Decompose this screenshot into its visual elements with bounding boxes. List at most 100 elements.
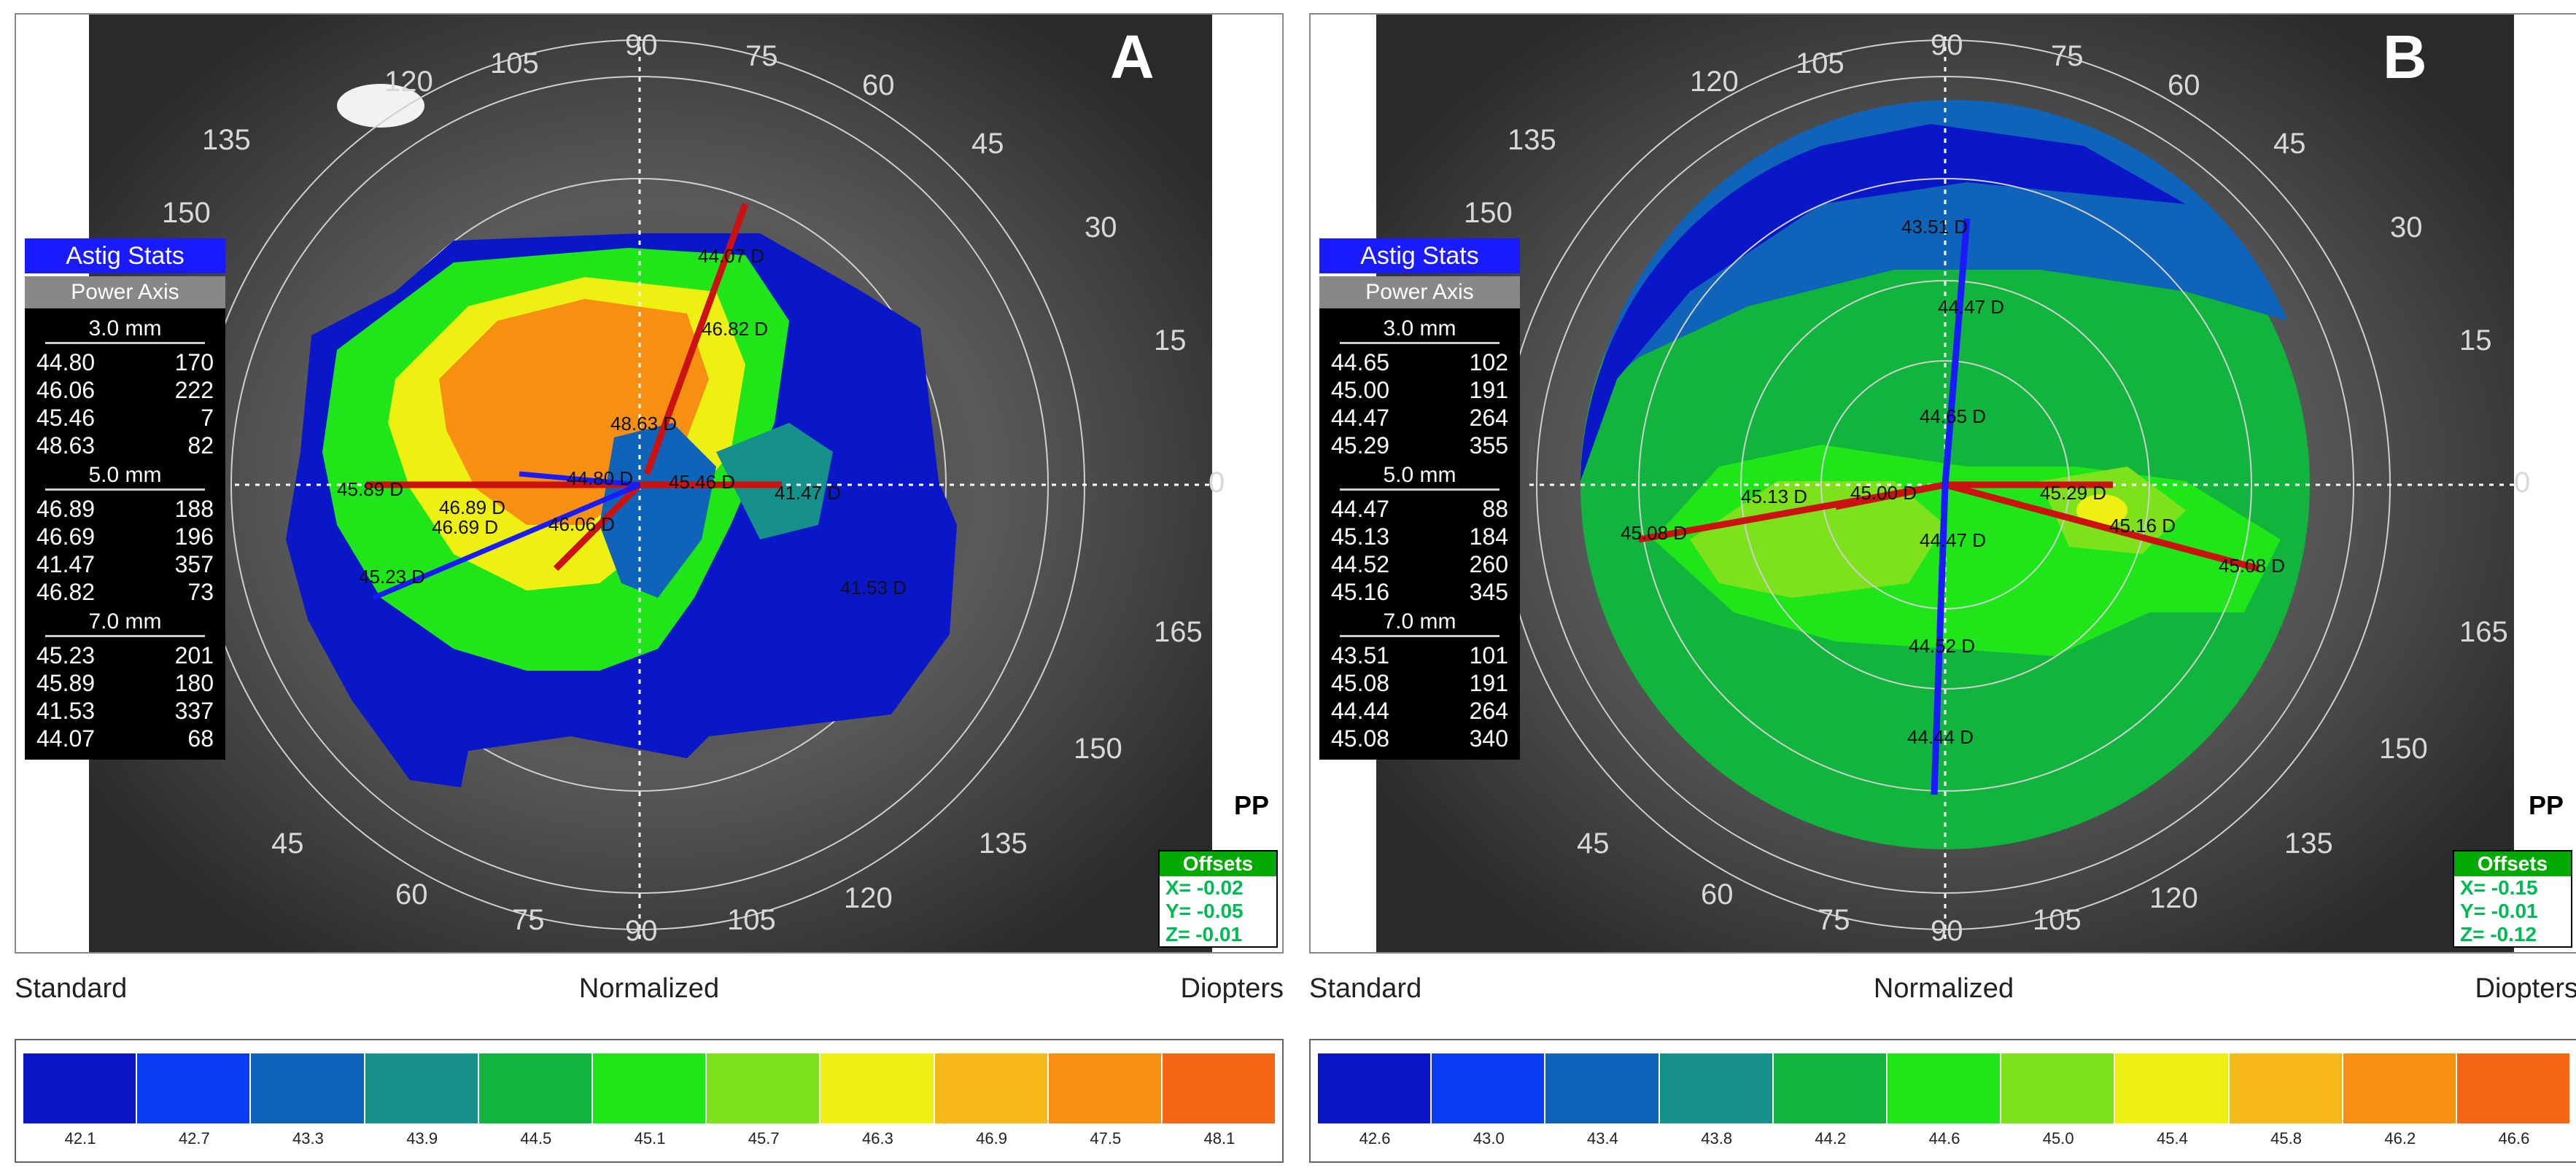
topography-image-a: 44.07 D 46.82 D 48.63 D 45.89 D 44.80 D … [15,13,1284,954]
color-scale-cell [2456,1053,2572,1123]
corneal-map-b: 43.51 D 44.47 D 44.65 D 45.13 D 45.00 D … [1311,15,2576,952]
stats-row: 44.52 260 [1331,551,1508,577]
color-scale: 42.1 42.7 43.3 43.9 44.5 45.1 45.7 46.3 … [15,1039,1284,1163]
degree-label: 150 [162,197,211,229]
scale-tick: 45.4 [2156,1129,2188,1147]
degree-label: 120 [844,882,893,914]
panel-b: 43.51 D 44.47 D 44.65 D 45.13 D 45.00 D … [1309,0,2576,1173]
degree-label: 105 [490,47,539,79]
stats-row: 41.47 357 [36,551,214,577]
degree-label: 60 [395,878,428,911]
degree-label: 75 [1817,904,1850,936]
color-scale-cell [1659,1053,1774,1123]
stats-row: 46.89 188 [36,496,214,522]
scale-tick: 45.7 [748,1129,780,1147]
scale-diopters-label: Diopters [2475,973,2576,1004]
scale-tick: 44.5 [520,1129,552,1147]
degree-label: 105 [727,904,776,936]
stats-header: Power Axis [25,276,225,308]
offsets-box: Offsets X= -0.02 Y= -0.05 Z= -0.01 [1158,850,1278,948]
scale-tick: 44.2 [1815,1129,1847,1147]
stats-row: 45.89 180 [36,670,214,696]
color-scale-cell [1773,1053,1888,1123]
stats-row: 46.69 196 [36,523,214,550]
degree-label: 120 [1690,66,1739,98]
offset-z: Z= -0.01 [1160,923,1276,946]
zone-label: 3.0 mm [45,316,205,344]
color-scale-cell [2343,1053,2457,1123]
corneal-map-a: 44.07 D 46.82 D 48.63 D 45.89 D 44.80 D … [16,15,1282,952]
stats-row: 45.08 340 [1331,725,1508,752]
map-label: 48.63 D [610,413,677,434]
color-scale-cell [2229,1053,2343,1123]
stats-title: Astig Stats [25,238,225,273]
scale-tick: 43.4 [1587,1129,1618,1147]
offset-x: X= -0.02 [1160,876,1276,900]
degree-label: 135 [979,827,1028,860]
degree-label: 90 [1931,29,1963,61]
scale-tick: 42.6 [1359,1129,1391,1147]
color-scale-cell [707,1053,821,1123]
stats-row: 45.46 7 [36,405,214,431]
color-scale-cell [23,1053,138,1123]
zone-label: 5.0 mm [45,462,205,491]
scale-tick: 42.1 [64,1129,96,1147]
color-scale-cell [2001,1053,2116,1123]
degree-label: 75 [745,40,778,72]
heat-map-a [286,233,957,787]
scale-tick: 46.9 [976,1129,1007,1147]
degree-label: 135 [1508,124,1556,156]
map-label: 45.08 D [2219,555,2285,577]
degree-label: 30 [1085,211,1117,243]
map-label: 44.65 D [1920,405,1986,427]
degree-label: 0 [1209,467,1225,499]
degree-label: 135 [2284,827,2333,860]
astig-axis-lines-blue [1931,218,1971,795]
degree-label: 30 [2390,211,2423,243]
stats-row: 45.29 355 [1331,432,1508,459]
degree-label: 120 [384,66,433,98]
map-label: 44.44 D [1907,726,1974,748]
panel-letter: B [2383,23,2427,91]
color-scale-cell [137,1053,252,1123]
stats-row: 46.06 222 [36,377,214,403]
map-label: 41.53 D [840,577,907,599]
map-label: 46.82 D [702,318,768,340]
map-label: 46.89 D [439,496,505,518]
astig-axis-lines-blue [372,471,641,601]
scale-standard-label: Standard [1309,973,1422,1004]
degree-label: 120 [2149,882,2198,914]
map-label: 45.08 D [1621,522,1687,544]
scale-tick: 45.0 [2042,1129,2074,1147]
offset-z: Z= -0.12 [2454,923,2571,946]
degree-label: 90 [625,29,658,61]
stats-row: 44.47 88 [1331,496,1508,522]
astig-stats-table: Astig Stats Power Axis 3.0 mm 44.65 102 4… [1319,238,1520,760]
scale-standard-label: Standard [15,973,128,1004]
color-scale-cell [1887,1053,2002,1123]
scale-labels: Standard Normalized Diopters [1309,973,2576,1017]
color-scale-cell [251,1053,365,1123]
color-scale: 42.6 43.0 43.4 43.8 44.2 44.6 45.0 45.4 … [1309,1039,2576,1163]
degree-label: 135 [202,124,251,156]
stats-header: Power Axis [1319,276,1520,308]
stats-row: 45.08 191 [1331,670,1508,696]
map-labels-a: 44.07 D 46.82 D 48.63 D 45.89 D 44.80 D … [337,245,907,599]
degree-label: 60 [2168,69,2200,101]
map-label: 46.06 D [548,513,615,535]
degree-label: 150 [1074,733,1122,765]
map-label: 45.00 D [1850,482,1917,504]
degree-label: 75 [512,904,545,936]
color-scale-cell [1162,1053,1277,1123]
degree-labels-a: 90 75 60 45 30 15 0 165 150 135 120 105 … [162,29,1225,947]
scale-tick: 44.6 [1928,1129,1960,1147]
offset-y: Y= -0.01 [2454,900,2571,923]
color-scale-cell [2115,1053,2230,1123]
map-label: 45.89 D [337,478,403,500]
scale-tick: 45.8 [2270,1129,2302,1147]
offsets-title: Offsets [1160,852,1276,876]
scale-labels: Standard Normalized Diopters [15,973,1284,1017]
scale-normalized-label: Normalized [1873,973,2014,1004]
color-scale-cell [934,1053,1049,1123]
scale-tick: 46.3 [861,1129,893,1147]
